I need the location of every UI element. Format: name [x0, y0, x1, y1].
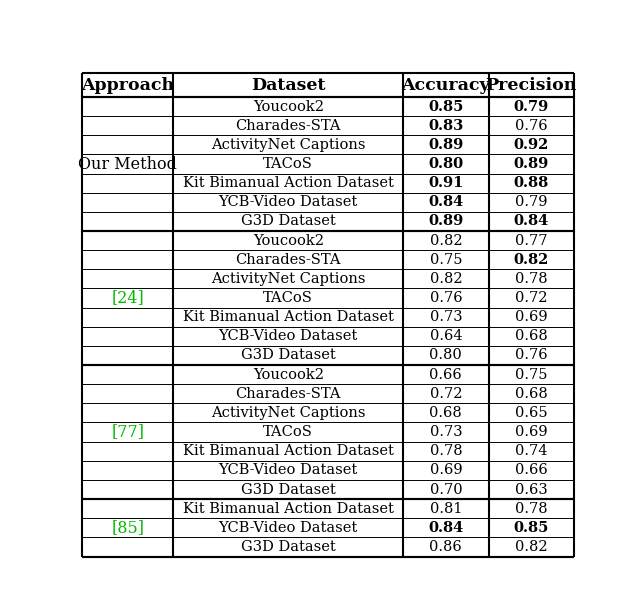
Text: 0.82: 0.82	[429, 272, 462, 286]
Text: 0.69: 0.69	[515, 310, 547, 324]
Text: 0.88: 0.88	[513, 176, 548, 190]
Text: Accuracy: Accuracy	[401, 77, 490, 94]
Text: 0.89: 0.89	[428, 138, 463, 152]
Text: 0.70: 0.70	[429, 482, 462, 497]
Text: 0.76: 0.76	[429, 291, 462, 305]
Text: 0.68: 0.68	[515, 387, 547, 401]
Text: G3D Dataset: G3D Dataset	[241, 482, 335, 497]
Text: 0.65: 0.65	[515, 406, 547, 420]
Text: Charades-STA: Charades-STA	[236, 119, 341, 133]
Text: 0.76: 0.76	[515, 119, 547, 133]
Text: 0.63: 0.63	[515, 482, 547, 497]
Text: Our Method: Our Method	[79, 156, 177, 172]
Text: 0.80: 0.80	[428, 157, 463, 171]
Text: TACoS: TACoS	[263, 157, 313, 171]
Text: YCB-Video Dataset: YCB-Video Dataset	[219, 329, 358, 343]
Text: Charades-STA: Charades-STA	[236, 253, 341, 267]
Text: G3D Dataset: G3D Dataset	[241, 349, 335, 362]
Text: 0.64: 0.64	[429, 329, 462, 343]
Text: 0.78: 0.78	[515, 272, 547, 286]
Text: 0.72: 0.72	[515, 291, 547, 305]
Text: 0.79: 0.79	[513, 99, 548, 114]
Text: 0.82: 0.82	[429, 234, 462, 247]
Text: 0.72: 0.72	[429, 387, 462, 401]
Text: 0.75: 0.75	[515, 368, 547, 382]
Text: 0.84: 0.84	[428, 521, 463, 535]
Text: 0.66: 0.66	[429, 368, 462, 382]
Text: Youcook2: Youcook2	[253, 234, 324, 247]
Text: TACoS: TACoS	[263, 425, 313, 439]
Text: 0.91: 0.91	[428, 176, 463, 190]
Text: [77]: [77]	[111, 423, 145, 440]
Text: 0.81: 0.81	[429, 501, 462, 516]
Text: ActivityNet Captions: ActivityNet Captions	[211, 272, 365, 286]
Text: Dataset: Dataset	[251, 77, 326, 94]
Text: Kit Bimanual Action Dataset: Kit Bimanual Action Dataset	[183, 501, 394, 516]
Text: G3D Dataset: G3D Dataset	[241, 214, 335, 229]
Text: YCB-Video Dataset: YCB-Video Dataset	[219, 464, 358, 477]
Text: 0.82: 0.82	[515, 540, 547, 554]
Text: Kit Bimanual Action Dataset: Kit Bimanual Action Dataset	[183, 444, 394, 458]
Text: 0.77: 0.77	[515, 234, 547, 247]
Text: 0.84: 0.84	[513, 214, 548, 229]
Text: 0.68: 0.68	[515, 329, 547, 343]
Text: Charades-STA: Charades-STA	[236, 387, 341, 401]
Text: 0.84: 0.84	[428, 195, 463, 210]
Text: 0.78: 0.78	[429, 444, 462, 458]
Text: YCB-Video Dataset: YCB-Video Dataset	[219, 521, 358, 535]
Text: 0.89: 0.89	[513, 157, 548, 171]
Text: 0.92: 0.92	[513, 138, 548, 152]
Text: Kit Bimanual Action Dataset: Kit Bimanual Action Dataset	[183, 176, 394, 190]
Text: Youcook2: Youcook2	[253, 368, 324, 382]
Text: 0.82: 0.82	[513, 253, 548, 267]
Text: 0.74: 0.74	[515, 444, 547, 458]
Text: 0.85: 0.85	[428, 99, 463, 114]
Text: G3D Dataset: G3D Dataset	[241, 540, 335, 554]
Text: 0.89: 0.89	[428, 214, 463, 229]
Text: 0.76: 0.76	[515, 349, 547, 362]
Text: ActivityNet Captions: ActivityNet Captions	[211, 406, 365, 420]
Text: Precision: Precision	[485, 77, 577, 94]
Text: 0.85: 0.85	[513, 521, 548, 535]
Text: TACoS: TACoS	[263, 291, 313, 305]
Text: 0.73: 0.73	[429, 310, 462, 324]
Text: 0.83: 0.83	[428, 119, 463, 133]
Text: Approach: Approach	[81, 77, 175, 94]
Text: 0.73: 0.73	[429, 425, 462, 439]
Text: 0.69: 0.69	[429, 464, 462, 477]
Text: [85]: [85]	[111, 519, 145, 536]
Text: [24]: [24]	[111, 289, 144, 307]
Text: 0.66: 0.66	[515, 464, 547, 477]
Text: 0.69: 0.69	[515, 425, 547, 439]
Text: 0.86: 0.86	[429, 540, 462, 554]
Text: 0.79: 0.79	[515, 195, 547, 210]
Text: Youcook2: Youcook2	[253, 99, 324, 114]
Text: 0.75: 0.75	[429, 253, 462, 267]
Text: 0.78: 0.78	[515, 501, 547, 516]
Text: ActivityNet Captions: ActivityNet Captions	[211, 138, 365, 152]
Text: 0.68: 0.68	[429, 406, 462, 420]
Text: 0.80: 0.80	[429, 349, 462, 362]
Text: Kit Bimanual Action Dataset: Kit Bimanual Action Dataset	[183, 310, 394, 324]
Text: YCB-Video Dataset: YCB-Video Dataset	[219, 195, 358, 210]
